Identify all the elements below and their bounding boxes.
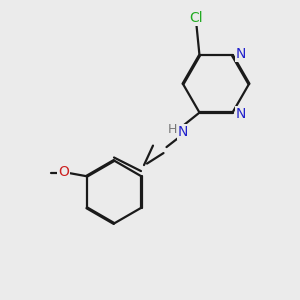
Text: N: N	[236, 47, 246, 61]
Text: N: N	[178, 125, 188, 139]
Text: N: N	[236, 107, 246, 121]
Text: O: O	[58, 165, 69, 179]
Text: H: H	[168, 124, 177, 136]
Text: Cl: Cl	[190, 11, 203, 25]
